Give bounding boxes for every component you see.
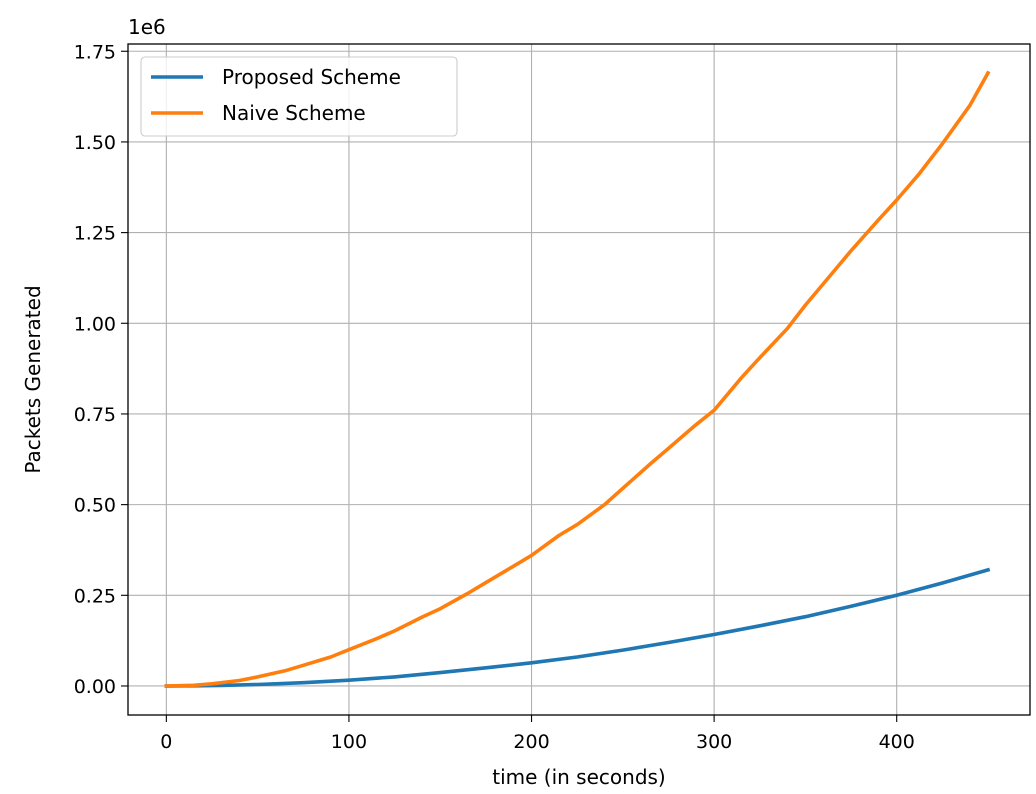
- plot-frame: [127, 43, 1031, 716]
- y-axis-label: Packets Generated: [21, 285, 45, 473]
- series-line-1: [164, 70, 991, 688]
- series-lines: [164, 70, 991, 688]
- legend-label: Naive Scheme: [222, 101, 366, 125]
- y-offset-label: 1e6: [128, 15, 166, 39]
- y-tick-label: 0.75: [74, 404, 116, 426]
- legend: Proposed Scheme Naive Scheme: [140, 56, 458, 137]
- legend-label: Proposed Scheme: [222, 65, 401, 89]
- y-tick-label: 0.50: [74, 495, 116, 517]
- axis-ticks: 0 100 200 300 400 0.00 0.25 0.50 0.75 1.00 1.25 1.5…: [74, 41, 915, 753]
- y-tick-label: 1.50: [74, 132, 116, 154]
- x-tick-label: 400: [879, 731, 915, 753]
- x-tick-label: 200: [513, 731, 549, 753]
- y-tick-label: 1.00: [74, 313, 116, 335]
- grid-lines: [128, 44, 1030, 715]
- series-line-0: [164, 567, 991, 688]
- x-tick-label: 100: [331, 731, 367, 753]
- x-axis-label: time (in seconds): [492, 765, 666, 789]
- x-tick-label: 300: [696, 731, 732, 753]
- legend-box: [140, 56, 458, 137]
- y-tick-label: 0.00: [74, 676, 116, 698]
- y-tick-label: 1.75: [74, 41, 116, 63]
- x-tick-label: 0: [160, 731, 172, 753]
- y-tick-label: 1.25: [74, 223, 116, 245]
- y-tick-label: 0.25: [74, 585, 116, 607]
